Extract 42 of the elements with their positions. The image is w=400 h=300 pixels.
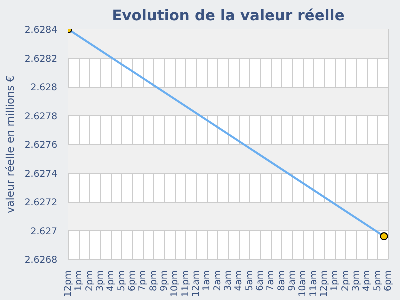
x-tick-label: 3pm: [95, 270, 106, 292]
y-tick-label: 2.6268: [24, 255, 58, 266]
x-tick-label: 6am: [255, 270, 266, 292]
x-tick-label: 6pm: [127, 270, 138, 292]
x-tick-label: 4pm: [106, 270, 117, 292]
x-tick-label: 8pm: [148, 270, 160, 292]
y-tick-label: 2.6276: [24, 140, 58, 151]
x-tick-label: 2pm: [340, 270, 352, 292]
x-tick-label: 9pm: [159, 270, 170, 292]
x-tick-label: 8am: [276, 270, 288, 292]
x-tick-label: 3am: [223, 270, 234, 292]
chart-title: Evolution de la valeur réelle: [112, 8, 345, 24]
x-tick-label: 1pm: [74, 270, 85, 292]
y-tick-label: 2.6284: [24, 25, 58, 36]
x-tick-label: 2am: [212, 270, 224, 292]
x-tick-label: 6pm: [383, 270, 394, 292]
x-tick-label: 12pm: [63, 270, 74, 298]
x-tick-label: 2pm: [84, 270, 96, 292]
x-tick-label: 9am: [287, 270, 298, 292]
y-tick-label: 2.6274: [24, 168, 58, 180]
x-tick-label: 7pm: [138, 270, 149, 292]
y-tick-label: 2.628: [30, 82, 58, 94]
x-tick-label: 12am: [191, 270, 202, 298]
x-tick-label: 11pm: [180, 270, 192, 298]
x-tick-label: 4am: [234, 270, 245, 292]
x-tick-label: 5pm: [372, 270, 384, 292]
x-tick-label: 12pm: [319, 270, 330, 298]
x-tick-label: 5pm: [116, 270, 128, 292]
x-tick-label: 3pm: [351, 270, 362, 292]
y-tick-label: 2.627: [30, 226, 58, 238]
x-tick-label: 1pm: [330, 270, 341, 292]
x-tick-label: 1am: [202, 270, 213, 292]
y-axis-title: valeur réelle en millions €: [4, 75, 17, 214]
x-tick-label: 10pm: [170, 270, 181, 298]
x-tick-label: 11am: [308, 270, 320, 298]
x-tick-label: 10am: [298, 270, 309, 298]
x-tick-label: 7am: [266, 270, 277, 292]
y-tick-label: 2.6272: [24, 198, 58, 208]
y-tick-label: 2.6278: [24, 111, 58, 122]
x-tick-label: 4pm: [362, 270, 373, 292]
x-tick-label: 5am: [244, 270, 256, 292]
y-tick-label: 2.6282: [24, 54, 58, 65]
